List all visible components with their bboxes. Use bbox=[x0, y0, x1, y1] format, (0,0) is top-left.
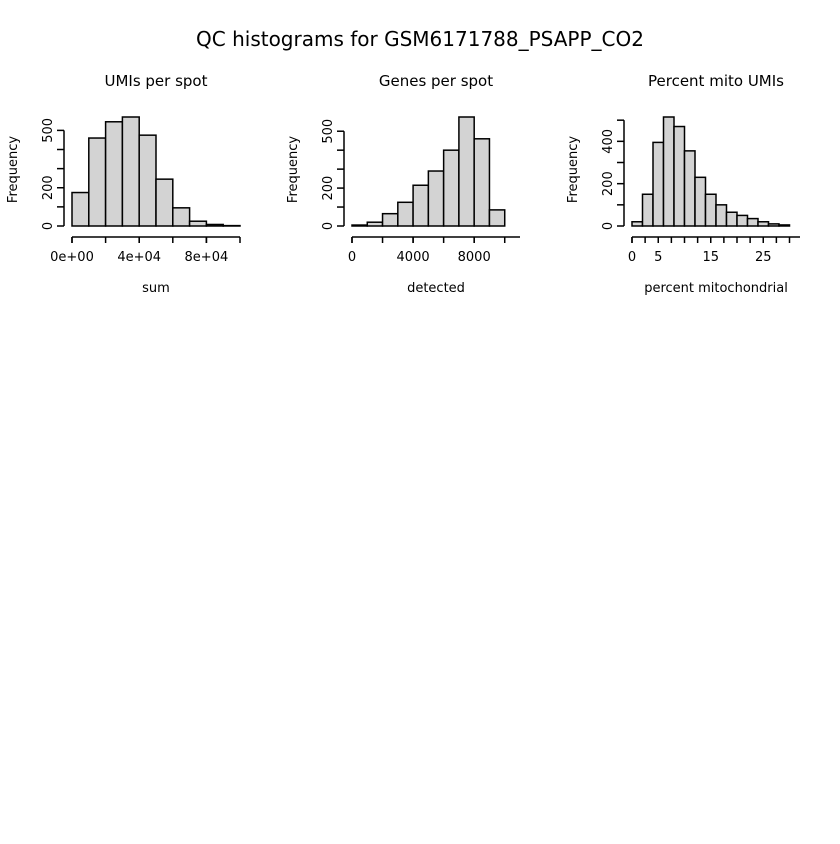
histogram-bar bbox=[769, 224, 780, 226]
histogram-bar bbox=[674, 127, 685, 226]
histogram-bar bbox=[489, 210, 504, 226]
y-axis-label: Frequency bbox=[6, 136, 21, 203]
y-axis-label: Frequency bbox=[286, 136, 301, 203]
histogram-bar bbox=[632, 222, 643, 226]
histogram-bar bbox=[737, 215, 748, 226]
histogram-bar bbox=[716, 205, 727, 226]
y-tick-label: 200 bbox=[321, 176, 336, 201]
y-axis-label: Frequency bbox=[566, 136, 581, 203]
panel-title: Genes per spot bbox=[379, 72, 493, 90]
x-tick-label: 8e+04 bbox=[185, 250, 229, 265]
x-tick-label: 0 bbox=[628, 250, 636, 265]
histogram-bar bbox=[643, 194, 654, 226]
panel-title: UMIs per spot bbox=[104, 72, 207, 90]
histogram-bar bbox=[413, 185, 428, 226]
figure-title: QC histograms for GSM6171788_PSAPP_CO2 bbox=[196, 27, 644, 51]
histogram-bar bbox=[383, 214, 398, 226]
histogram-bar bbox=[685, 151, 696, 226]
histogram-bar bbox=[72, 193, 89, 226]
panel-title: Percent mito UMIs bbox=[648, 72, 784, 90]
histogram-bar bbox=[156, 179, 173, 226]
histogram-bar bbox=[173, 208, 190, 226]
histogram-bar bbox=[474, 139, 489, 226]
histogram-panel-2: Genes per spot 0 4000 8000 detected 0 200 500 Fr… bbox=[286, 72, 520, 296]
x-tick-label: 15 bbox=[702, 250, 719, 265]
x-tick-label: 5 bbox=[654, 250, 662, 265]
histogram-bar bbox=[758, 222, 769, 226]
x-tick-label: 4000 bbox=[397, 250, 430, 265]
histogram-bar bbox=[653, 142, 664, 226]
y-tick-label: 500 bbox=[41, 118, 56, 143]
y-tick-label: 0 bbox=[321, 222, 336, 230]
histogram-bar bbox=[367, 222, 382, 226]
x-tick-label: 0e+00 bbox=[50, 250, 94, 265]
y-tick-label: 0 bbox=[601, 222, 616, 230]
histogram-bar bbox=[727, 212, 738, 226]
y-tick-label: 200 bbox=[41, 175, 56, 200]
histogram-bar bbox=[190, 221, 207, 226]
histogram-panel-1: UMIs per spot 0e+00 4e+04 8e+04 sum 0 200 500 Fr… bbox=[6, 72, 240, 296]
x-axis-label: percent mitochondrial bbox=[644, 281, 788, 296]
y-tick-label: 200 bbox=[601, 171, 616, 196]
histogram-bar bbox=[139, 135, 156, 226]
histogram-bar bbox=[398, 202, 413, 226]
x-tick-label: 0 bbox=[348, 250, 356, 265]
histogram-bar bbox=[706, 194, 717, 226]
histogram-bar bbox=[106, 122, 123, 226]
histogram-bar bbox=[664, 117, 675, 226]
x-tick-label: 25 bbox=[755, 250, 772, 265]
histogram-panel-3: Percent mito UMIs 0 5 15 25 percent mitochond… bbox=[566, 72, 800, 296]
histogram-bar bbox=[206, 224, 223, 226]
histogram-bar bbox=[428, 171, 443, 226]
y-tick-label: 0 bbox=[41, 222, 56, 230]
x-tick-label: 4e+04 bbox=[117, 250, 161, 265]
histogram-bar bbox=[444, 150, 459, 226]
histogram-bar bbox=[748, 219, 759, 226]
histogram-bar bbox=[89, 138, 106, 226]
histogram-bar bbox=[779, 225, 790, 226]
x-tick-label: 8000 bbox=[458, 250, 491, 265]
y-tick-label: 500 bbox=[321, 119, 336, 144]
histogram-bar bbox=[352, 225, 367, 226]
x-axis-label: sum bbox=[142, 281, 170, 296]
histogram-bar bbox=[459, 117, 474, 226]
x-axis-label: detected bbox=[407, 281, 465, 296]
y-tick-label: 400 bbox=[601, 129, 616, 154]
histogram-bar bbox=[122, 117, 139, 226]
histogram-bar bbox=[695, 177, 706, 226]
